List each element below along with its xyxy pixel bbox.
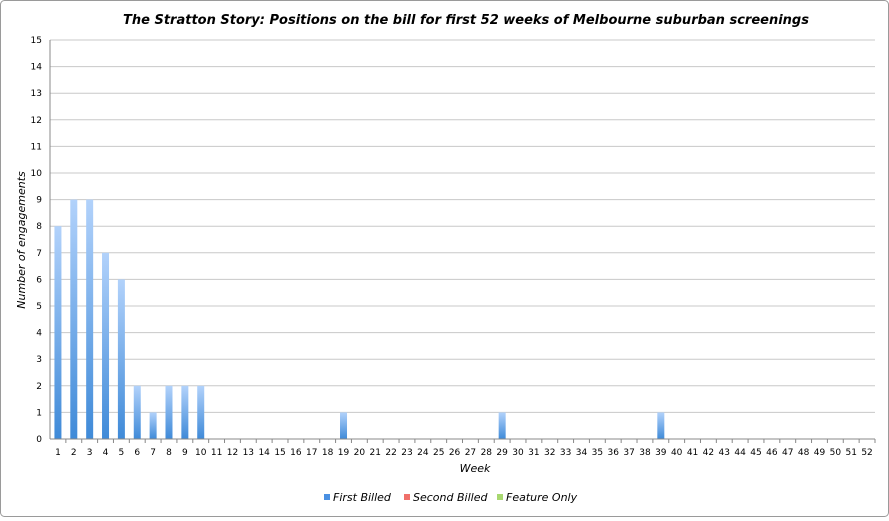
x-tick-label: 40: [671, 448, 683, 458]
bar-first-billed: [117, 279, 125, 439]
bar-first-billed: [133, 385, 141, 439]
y-tick-label: 15: [31, 36, 42, 46]
x-tick-label: 43: [719, 448, 730, 458]
y-tick-label: 7: [36, 249, 42, 259]
x-tick-label: 18: [322, 448, 334, 458]
x-tick-label: 32: [544, 448, 555, 458]
chart-title: The Stratton Story: Positions on the bil…: [123, 13, 809, 28]
x-tick-label: 15: [274, 448, 285, 458]
x-tick-label: 41: [687, 448, 698, 458]
x-tick-label: 48: [798, 448, 810, 458]
y-tick-label: 0: [36, 435, 42, 445]
bar-first-billed: [54, 226, 62, 439]
x-tick-label: 2: [71, 448, 77, 458]
bar-first-billed: [498, 412, 506, 439]
x-tick-label: 44: [734, 448, 746, 458]
x-tick-label: 47: [782, 448, 793, 458]
y-tick-label: 12: [31, 116, 42, 126]
y-tick-label: 9: [36, 196, 42, 206]
x-tick-label: 50: [830, 448, 842, 458]
x-tick-label: 31: [528, 448, 539, 458]
x-tick-label: 11: [211, 448, 222, 458]
y-tick-label: 4: [36, 329, 42, 339]
legend-swatch: [497, 494, 503, 500]
x-tick-label: 24: [417, 448, 429, 458]
y-tick-label: 13: [31, 89, 42, 99]
x-tick-label: 28: [481, 448, 493, 458]
x-tick-label: 49: [814, 448, 826, 458]
y-tick-label: 5: [36, 302, 42, 312]
x-tick-label: 37: [623, 448, 634, 458]
x-tick-label: 27: [465, 448, 476, 458]
x-tick-label: 45: [750, 448, 761, 458]
bar-first-billed: [657, 412, 665, 439]
x-tick-label: 38: [639, 448, 651, 458]
y-tick-label: 8: [36, 222, 42, 232]
x-axis-label: Week: [460, 462, 491, 475]
y-tick-label: 10: [31, 169, 43, 179]
x-tick-label: 35: [592, 448, 603, 458]
x-tick-label: 25: [433, 448, 444, 458]
x-tick-label: 29: [496, 448, 508, 458]
x-tick-label: 52: [861, 448, 872, 458]
x-tick-label: 1: [55, 448, 61, 458]
x-tick-label: 19: [338, 448, 350, 458]
y-tick-label: 2: [36, 382, 42, 392]
x-tick-label: 7: [150, 448, 156, 458]
x-tick-label: 26: [449, 448, 461, 458]
x-tick-label: 42: [703, 448, 714, 458]
legend-swatch: [404, 494, 410, 500]
x-tick-label: 8: [166, 448, 172, 458]
x-tick-label: 51: [845, 448, 856, 458]
x-tick-label: 23: [401, 448, 412, 458]
y-tick-label: 1: [36, 408, 42, 418]
x-tick-label: 39: [655, 448, 667, 458]
bar-first-billed: [197, 385, 205, 439]
x-tick-label: 6: [134, 448, 140, 458]
x-tick-label: 36: [607, 448, 619, 458]
bar-first-billed: [70, 199, 78, 439]
x-tick-label: 12: [227, 448, 238, 458]
x-tick-label: 14: [258, 448, 270, 458]
x-tick-label: 22: [385, 448, 396, 458]
x-tick-label: 16: [290, 448, 302, 458]
legend-label: First Billed: [333, 491, 392, 504]
x-tick-label: 13: [243, 448, 254, 458]
bar-first-billed: [149, 412, 157, 439]
x-tick-label: 21: [370, 448, 381, 458]
y-tick-label: 11: [31, 142, 42, 152]
legend-swatch: [324, 494, 330, 500]
x-tick-label: 20: [354, 448, 366, 458]
legend-label: Second Billed: [413, 491, 488, 504]
x-tick-label: 30: [512, 448, 524, 458]
bar-first-billed: [165, 385, 173, 439]
x-tick-label: 9: [182, 448, 188, 458]
bar-first-billed: [102, 252, 110, 439]
x-tick-label: 17: [306, 448, 317, 458]
y-tick-label: 14: [31, 63, 43, 73]
x-tick-label: 46: [766, 448, 778, 458]
bar-first-billed: [86, 199, 94, 439]
y-tick-label: 6: [36, 275, 42, 285]
x-tick-label: 34: [576, 448, 588, 458]
y-axis-label: Number of engagements: [15, 171, 28, 309]
x-tick-label: 10: [195, 448, 207, 458]
bar-first-billed: [181, 385, 189, 439]
legend: First Billed Second Billed Feature Only: [324, 491, 578, 504]
legend-label: Feature Only: [506, 491, 578, 504]
bar-first-billed: [340, 412, 348, 439]
x-tick-label: 33: [560, 448, 571, 458]
y-tick-label: 3: [36, 355, 42, 365]
x-tick-label: 5: [119, 448, 125, 458]
x-tick-label: 3: [87, 448, 93, 458]
x-tick-label: 4: [103, 448, 109, 458]
